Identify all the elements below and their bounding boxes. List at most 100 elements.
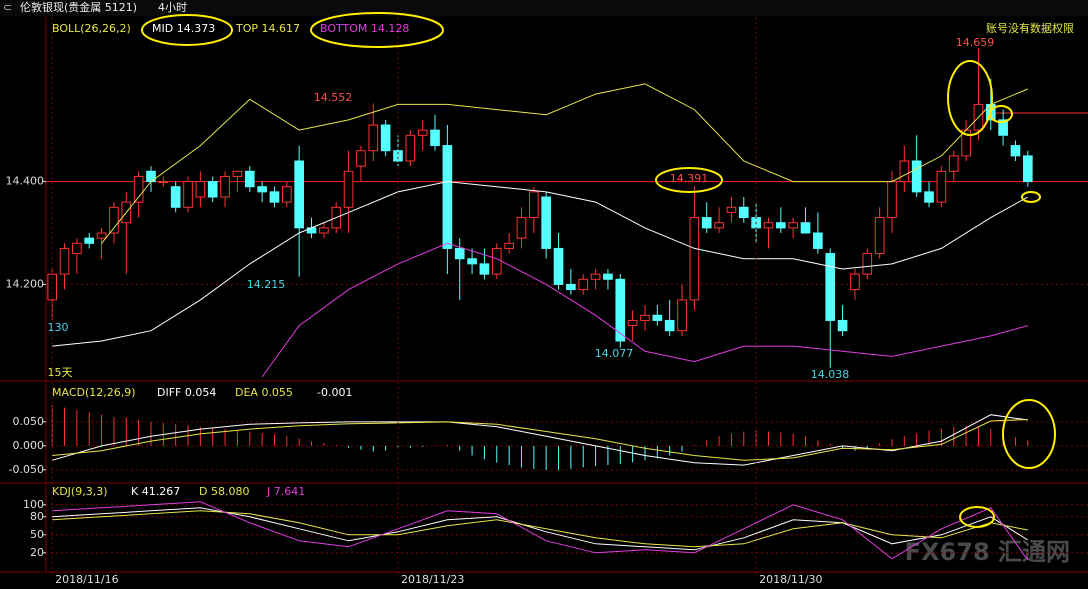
candle-body (195, 181, 206, 198)
candle-body (948, 155, 959, 172)
highlights (141, 12, 1056, 528)
candle-body (850, 273, 860, 291)
candle-body (640, 314, 650, 321)
candle-body (887, 181, 897, 219)
annotation: 14.077 (595, 347, 634, 360)
legend-entry: J 7.641 (266, 485, 305, 498)
indicator-line (52, 181, 1029, 347)
candle-body (615, 278, 626, 342)
candle-body (220, 175, 230, 198)
candle-body (998, 119, 1008, 136)
candle-body (689, 217, 700, 301)
candle-body (911, 160, 922, 193)
candle-body (924, 191, 934, 203)
period: 4小时 (158, 1, 187, 14)
candle-body (813, 232, 823, 249)
toolbar (0, 0, 1088, 16)
y-tick-label: 0.050 (13, 415, 45, 428)
panel-title: MACD(12,26,9) (52, 386, 136, 399)
candle-body (800, 222, 811, 234)
candle-body (282, 186, 292, 203)
candle-body (232, 170, 243, 177)
indicator-line (52, 501, 1029, 561)
candle-body (529, 191, 539, 219)
instrument: 伦敦银现(贵金属 5121) (20, 0, 137, 14)
indicator-line (52, 507, 1029, 551)
candle-body (874, 217, 885, 255)
panel-title: KDJ(9,3,3) (52, 485, 108, 498)
y-tick-label: -0.050 (9, 463, 44, 476)
highlight (959, 506, 995, 528)
annotation: 14.552 (314, 91, 353, 104)
highlight (655, 167, 723, 193)
y-tick-label: 20 (30, 546, 44, 559)
candle-body (776, 222, 786, 229)
candle-body (170, 186, 181, 208)
annotation: 14.391 (670, 172, 709, 185)
candle-body (738, 206, 749, 219)
candle-body (244, 170, 255, 188)
legend-entry: DIFF 0.054 (157, 386, 216, 399)
candle-body (380, 124, 391, 152)
candle-body (207, 181, 218, 198)
candle-body (578, 278, 589, 291)
y-tick-label: 14.400 (6, 175, 45, 188)
candle-body (652, 314, 663, 321)
highlight (1021, 191, 1041, 203)
candle-body (467, 258, 477, 265)
highlight (310, 12, 444, 48)
candle-body (454, 247, 465, 260)
legend-entry: D 58.080 (199, 485, 249, 498)
indicator-line (101, 83, 1028, 244)
candle-body (269, 191, 280, 203)
candle-body (627, 319, 638, 327)
candle-body (72, 242, 82, 255)
notice: 账号没有数据权限 (986, 21, 1074, 35)
candle-body (294, 160, 304, 229)
legend-entry: -0.001 (317, 386, 352, 399)
annotation: 14.038 (811, 368, 850, 381)
x-tick-label: 2018/11/30 (759, 573, 822, 586)
candle-body (516, 217, 527, 239)
legend-entry: BOTTOM 14.128 (320, 22, 409, 35)
candle-body (109, 206, 119, 234)
candle-body (726, 206, 737, 213)
candle-body (59, 247, 70, 275)
candle-body (319, 227, 329, 234)
candle-body (368, 124, 379, 152)
annotation: 15天 (48, 366, 73, 379)
candle-body (862, 253, 873, 275)
candle-body (257, 186, 267, 193)
y-tick-label: 50 (30, 528, 44, 541)
candle-body (899, 160, 910, 183)
candle-body (96, 232, 107, 239)
highlight (141, 14, 233, 46)
annotation: 130 (48, 321, 69, 334)
candle-body (825, 253, 836, 321)
candle-body (183, 181, 193, 208)
candle-body (566, 283, 576, 291)
y-tick-label: 100 (23, 498, 44, 511)
candle-body (763, 222, 774, 229)
y-tick-label: 14.200 (6, 277, 45, 290)
legend-entry: TOP 14.617 (235, 22, 300, 35)
candle-body (504, 242, 514, 249)
candle-body (714, 222, 724, 229)
candle-body (590, 273, 601, 280)
panel-title: BOLL(26,26,2) (52, 22, 131, 35)
candle-body (1023, 155, 1033, 183)
legend-entry: K 41.267 (131, 485, 180, 498)
candle-body (491, 247, 502, 275)
candle-body (417, 129, 428, 136)
candle-body (936, 170, 947, 203)
x-tick-label: 2018/11/16 (55, 573, 118, 586)
candle-body (442, 145, 453, 249)
y-tick-label: 80 (30, 510, 44, 523)
legend-entry: DEA 0.055 (235, 386, 293, 399)
candle-body (84, 237, 95, 244)
x-tick-label: 2018/11/23 (401, 573, 464, 586)
candle-body (664, 319, 675, 332)
highlight (947, 60, 993, 136)
